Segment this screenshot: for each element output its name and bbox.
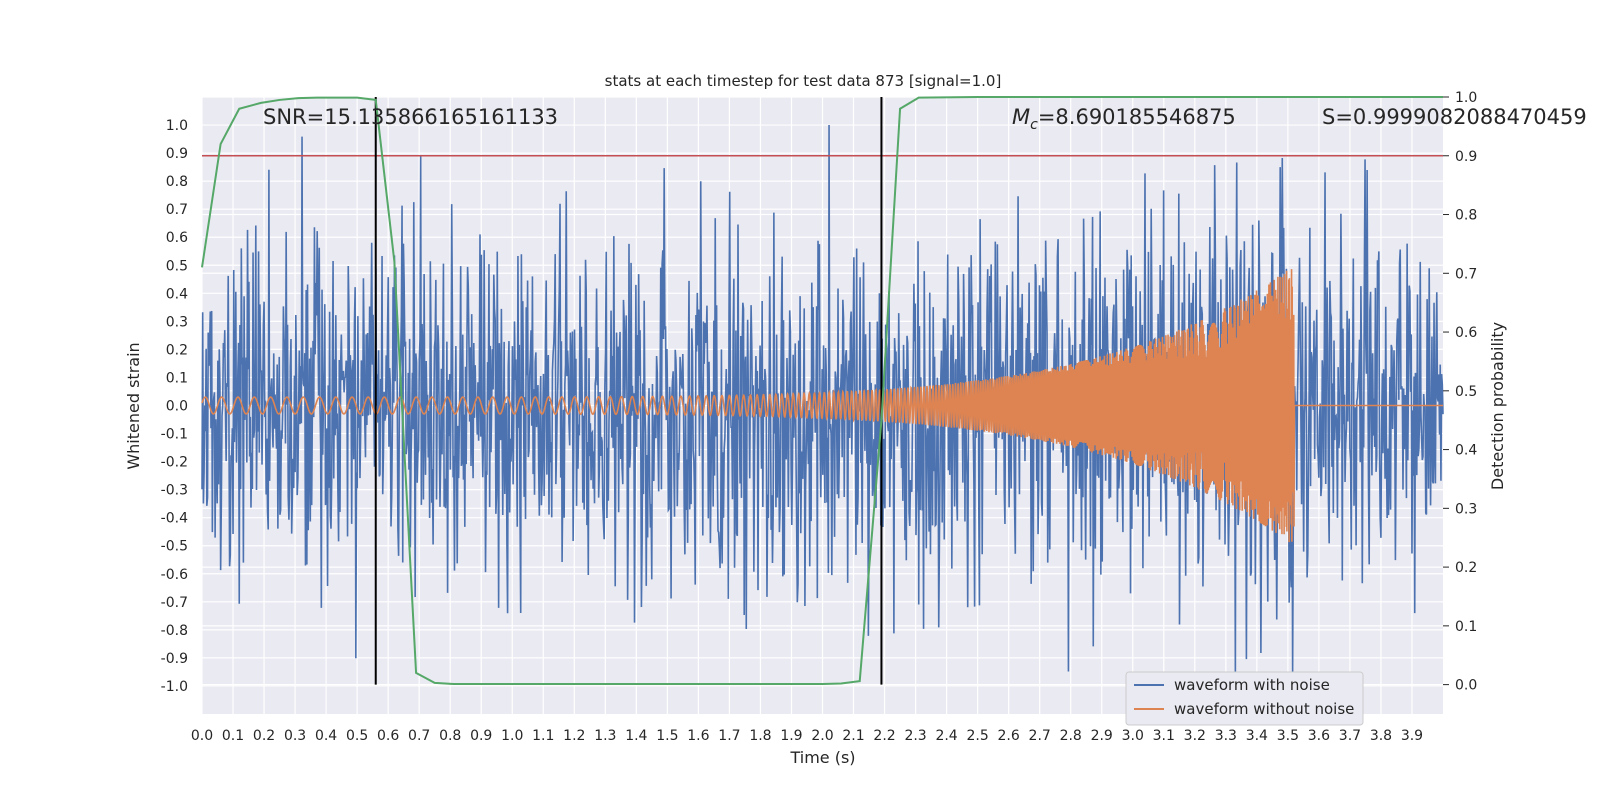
y-tick-label: -0.9 <box>161 651 188 667</box>
x-tick-label: 3.9 <box>1401 728 1423 744</box>
waveform-without-noise-line <box>201 269 1443 543</box>
annotation-snr: SNR=15.135866165161133 <box>263 105 558 129</box>
annotation-s: S=0.9999082088470459 <box>1322 105 1587 129</box>
y-right-tick-label: 0.2 <box>1455 560 1477 576</box>
y-tick-label: -0.3 <box>161 483 188 499</box>
x-tick-label: 1.1 <box>532 728 554 744</box>
annotation-mc-value: =8.690185546875 <box>1038 105 1236 129</box>
x-tick-label: 1.3 <box>594 728 616 744</box>
x-tick-label: 2.6 <box>998 728 1020 744</box>
y-tick-label: -0.1 <box>161 427 188 443</box>
x-tick-label: 2.5 <box>966 728 988 744</box>
legend-label-clean: waveform without noise <box>1174 700 1354 718</box>
x-tick-label: 1.6 <box>687 728 709 744</box>
y-right-tick-label: 0.4 <box>1455 443 1477 459</box>
x-tick-label: 0.9 <box>470 728 492 744</box>
y-tick-label: -0.7 <box>161 595 188 611</box>
x-tick-label: 2.2 <box>873 728 895 744</box>
y-right-tick-label: 0.5 <box>1455 384 1477 400</box>
y-tick-label: 1.0 <box>166 118 188 134</box>
y-tick-label: 0.7 <box>166 202 188 218</box>
y-tick-label: 0.0 <box>166 399 188 415</box>
y-tick-label: 0.9 <box>166 146 188 162</box>
x-tick-label: 3.4 <box>1246 728 1268 744</box>
series-waveform-with-noise <box>201 125 1444 678</box>
y-tick-label: 0.1 <box>166 370 188 386</box>
y-axis-label: Whitened strain <box>124 342 143 469</box>
y-tick-label: 0.4 <box>166 286 188 302</box>
x-tick-label: 2.3 <box>904 728 926 744</box>
legend-label-noisy: waveform with noise <box>1174 676 1330 694</box>
y-tick-label: 0.3 <box>166 314 188 330</box>
x-tick-label: 3.8 <box>1370 728 1392 744</box>
x-tick-label: 0.1 <box>222 728 244 744</box>
x-tick-label: 1.2 <box>563 728 585 744</box>
x-tick-label: 2.8 <box>1060 728 1082 744</box>
series-waveform-without-noise <box>201 269 1443 543</box>
y-axis-right-label: Detection probability <box>1488 322 1507 490</box>
y-right-tick-label: 1.0 <box>1455 90 1477 106</box>
chart-title: stats at each timestep for test data 873… <box>605 72 1002 90</box>
legend-box <box>1125 671 1364 726</box>
y-right-tick-label: 0.1 <box>1455 619 1477 635</box>
annotation-mc-symbol: M <box>1012 105 1030 129</box>
x-tick-label: 1.5 <box>656 728 678 744</box>
x-tick-label: 2.1 <box>842 728 864 744</box>
y-tick-label: 0.2 <box>166 342 188 358</box>
x-tick-label: 1.7 <box>718 728 740 744</box>
x-tick-label: 0.8 <box>439 728 461 744</box>
y-tick-label: -1.0 <box>161 679 188 695</box>
y-right-tick-label: 0.9 <box>1455 149 1477 165</box>
y-right-tick-label: 0.0 <box>1455 678 1477 694</box>
y-axis-left-ticks: 1.0 0.9 0.8 0.7 0.6 0.5 0.4 0.3 0.2 0.1 0.0 -0.1 -0.… <box>161 118 188 695</box>
x-tick-label: 0.7 <box>408 728 430 744</box>
x-tick-label: 0.0 <box>191 728 213 744</box>
x-tick-label: 3.2 <box>1184 728 1206 744</box>
x-tick-label: 1.0 <box>501 728 523 744</box>
x-tick-label: 1.8 <box>749 728 771 744</box>
x-tick-label: 3.3 <box>1215 728 1237 744</box>
x-tick-label: 3.1 <box>1153 728 1175 744</box>
y-axis-right-ticks: 1.0 0.9 0.8 0.7 0.6 0.5 0.4 0.3 0.2 0.1 0.0 <box>1443 90 1477 694</box>
x-tick-label: 0.5 <box>346 728 368 744</box>
x-tick-label: 3.0 <box>1122 728 1144 744</box>
x-tick-label: 2.0 <box>811 728 833 744</box>
x-tick-label: 0.4 <box>315 728 337 744</box>
x-tick-label: 2.4 <box>935 728 957 744</box>
y-tick-label: -0.8 <box>161 623 188 639</box>
y-right-tick-label: 0.3 <box>1455 501 1477 517</box>
y-tick-label: 0.8 <box>166 174 188 190</box>
y-tick-label: 0.6 <box>166 230 188 246</box>
x-tick-label: 0.6 <box>377 728 399 744</box>
annotation-mc-sub: c <box>1030 117 1038 133</box>
y-tick-label: -0.5 <box>161 539 188 555</box>
x-axis-ticks: 0.0 0.1 0.2 0.3 0.4 0.5 0.6 0.7 0.8 0.9 1.0 1.1 1.2 1… <box>191 728 1423 744</box>
x-tick-label: 0.2 <box>253 728 275 744</box>
y-tick-label: -0.4 <box>161 511 188 527</box>
x-axis-label: Time (s) <box>789 748 855 767</box>
marker-lines <box>202 97 1443 685</box>
x-tick-label: 2.9 <box>1091 728 1113 744</box>
series-detection-probability <box>201 96 1443 686</box>
y-right-tick-label: 0.7 <box>1455 266 1477 282</box>
x-tick-label: 1.9 <box>780 728 802 744</box>
y-right-tick-label: 0.8 <box>1455 208 1477 224</box>
x-tick-label: 3.6 <box>1308 728 1330 744</box>
x-tick-label: 3.5 <box>1277 728 1299 744</box>
x-tick-label: 0.3 <box>284 728 306 744</box>
x-tick-label: 2.7 <box>1029 728 1051 744</box>
y-tick-label: -0.2 <box>161 455 188 471</box>
y-tick-label: -0.6 <box>161 567 188 583</box>
y-tick-label: 0.5 <box>166 258 188 274</box>
x-tick-label: 1.4 <box>625 728 647 744</box>
waveform-with-noise-line <box>201 125 1444 678</box>
y-right-tick-label: 0.6 <box>1455 325 1477 341</box>
detection-probability-line <box>201 96 1443 686</box>
x-tick-label: 3.7 <box>1339 728 1361 744</box>
annotation-mc: Mc=8.690185546875 <box>1012 105 1236 133</box>
legend: waveform with noise waveform without noi… <box>1125 671 1364 726</box>
